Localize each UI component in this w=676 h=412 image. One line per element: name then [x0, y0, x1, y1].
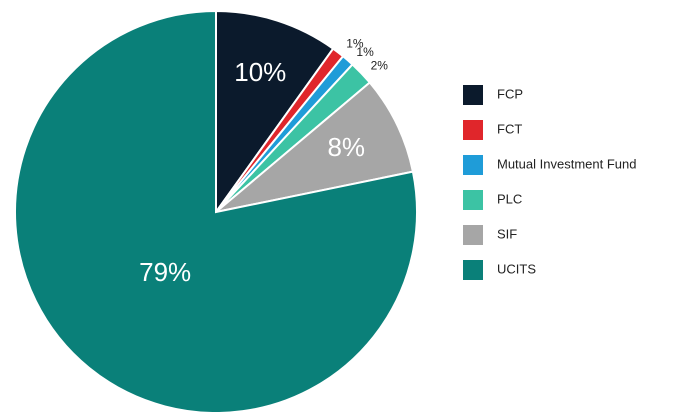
slice-label: 10%: [234, 57, 286, 87]
slice-label: 2%: [371, 58, 389, 72]
slice-label: 1%: [356, 45, 374, 59]
legend-label: UCITS: [497, 261, 536, 276]
pie-slice: [215, 81, 415, 213]
legend-swatch: [463, 225, 483, 245]
legend-label: SIF: [497, 226, 517, 241]
legend-swatch: [463, 85, 483, 105]
legend-label: FCT: [497, 121, 522, 136]
pie-slice: [215, 9, 335, 216]
legend-swatch: [463, 260, 483, 280]
pie-slice: [14, 9, 418, 412]
slice-label: 8%: [327, 132, 365, 162]
slice-label: 1%: [346, 37, 364, 51]
legend-swatch: [463, 120, 483, 140]
legend-swatch: [463, 190, 483, 210]
legend-label: Mutual Investment Fund: [497, 156, 636, 171]
legend-label: FCP: [497, 86, 523, 101]
legend-label: PLC: [497, 191, 522, 206]
slice-label: 79%: [139, 257, 191, 287]
legend-swatch: [463, 155, 483, 175]
